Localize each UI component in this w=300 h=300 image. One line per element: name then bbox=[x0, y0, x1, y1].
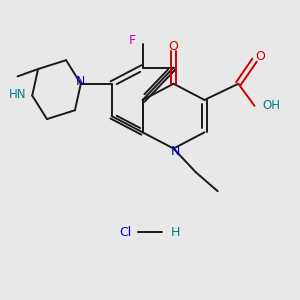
Text: HN: HN bbox=[9, 88, 26, 100]
Text: N: N bbox=[170, 145, 180, 158]
Text: H: H bbox=[170, 226, 180, 239]
Text: O: O bbox=[169, 40, 178, 52]
Text: O: O bbox=[255, 50, 265, 63]
Text: N: N bbox=[76, 76, 85, 88]
Text: F: F bbox=[129, 34, 136, 47]
Text: OH: OH bbox=[262, 99, 280, 112]
Text: Cl: Cl bbox=[119, 226, 131, 239]
